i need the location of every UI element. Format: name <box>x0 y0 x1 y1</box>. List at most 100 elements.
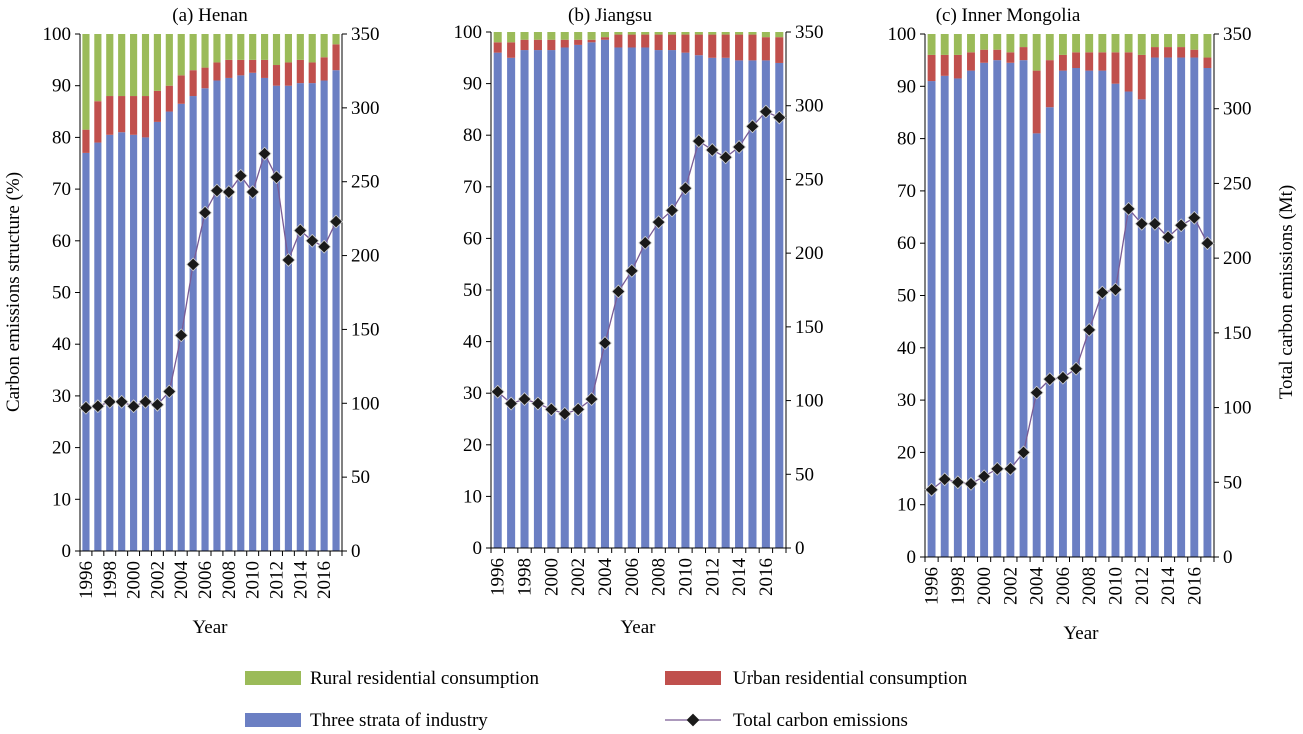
bar-jiangsu-industry-2000 <box>547 50 556 549</box>
panel-title-inner-mongolia: (c) Inner Mongolia <box>936 5 1081 26</box>
total-emissions-point-jiangsu-1999 <box>531 396 545 411</box>
bar-henan-rural-1999 <box>118 34 126 97</box>
x-tick-label-henan-2012: 2012 <box>267 561 288 599</box>
total-emissions-point-inner-mongolia-2013 <box>1147 216 1162 231</box>
y-tick-label-left-jiangsu-0: 0 <box>473 538 483 559</box>
bar-jiangsu-rural-2008 <box>654 32 663 35</box>
bar-inner-mongolia-urban-2005 <box>1045 60 1054 108</box>
total-emissions-line-jiangsu <box>497 110 780 415</box>
bar-henan-rural-2009 <box>237 34 245 60</box>
y-tick-label-left-inner-mongolia-40: 40 <box>897 338 916 359</box>
x-tick-label-henan-2010: 2010 <box>243 561 264 599</box>
bar-inner-mongolia-urban-2017 <box>1203 57 1212 68</box>
bar-henan-urban-2012 <box>272 65 281 86</box>
bar-inner-mongolia-urban-2010 <box>1111 52 1120 84</box>
total-emissions-point-inner-mongolia-2007 <box>1069 361 1083 376</box>
bar-jiangsu-urban-2012 <box>708 34 717 58</box>
x-tick-label-henan-2016: 2016 <box>314 561 335 599</box>
total-emissions-point-inner-mongolia-2009 <box>1095 285 1110 300</box>
bar-inner-mongolia-urban-2000 <box>980 49 989 63</box>
y-axis-label-right: Total carbon emissions (Mt) <box>1276 185 1297 400</box>
total-emissions-point-inner-mongolia-2000 <box>977 469 992 484</box>
y-tick-label-right-jiangsu-150: 150 <box>795 317 824 338</box>
total-emissions-point-inner-mongolia-2002 <box>1003 461 1018 476</box>
bar-jiangsu-rural-2016 <box>761 32 770 38</box>
bar-inner-mongolia-urban-1999 <box>967 52 975 71</box>
bar-jiangsu-urban-2007 <box>641 34 650 48</box>
bar-jiangsu-industry-2007 <box>641 47 650 548</box>
total-emissions-point-inner-mongolia-2008 <box>1082 322 1097 337</box>
bar-jiangsu-rural-2011 <box>694 32 703 35</box>
y-axis-label-left: Carbon emissions structure (%) <box>3 172 24 412</box>
y-tick-label-right-henan-350: 350 <box>351 24 380 45</box>
bar-inner-mongolia-urban-2016 <box>1190 49 1199 58</box>
bar-inner-mongolia-industry-2005 <box>1045 107 1054 557</box>
total-emissions-point-jiangsu-2010 <box>678 181 693 196</box>
total-emissions-point-henan-2005 <box>186 257 201 272</box>
y-tick-label-right-henan-250: 250 <box>351 172 380 193</box>
plot-area-jiangsu: 0 10 20 30 40 50 60 70 80 90 100 0 50 100 150 200 250 300… <box>454 22 824 596</box>
bar-jiangsu-rural-2017 <box>775 32 784 38</box>
bar-inner-mongolia-urban-2002 <box>1006 52 1015 63</box>
bar-henan-urban-1999 <box>118 96 126 133</box>
x-tick-label-inner-mongolia-2006: 2006 <box>1053 567 1074 605</box>
y-tick-label-right-jiangsu-100: 100 <box>795 391 824 412</box>
total-emissions-point-inner-mongolia-2010 <box>1108 282 1123 297</box>
legend-swatch-urban <box>665 671 721 685</box>
bar-henan-industry-2000 <box>130 134 138 551</box>
bar-jiangsu-industry-2016 <box>761 60 770 548</box>
legend-swatch-industry <box>245 713 301 727</box>
bar-inner-mongolia-urban-1998 <box>953 54 962 79</box>
bar-henan-rural-2014 <box>296 34 304 60</box>
total-emissions-point-inner-mongolia-1998 <box>950 475 965 490</box>
bar-jiangsu-rural-1996 <box>493 32 502 43</box>
y-tick-label-left-inner-mongolia-50: 50 <box>897 286 916 307</box>
bar-inner-mongolia-rural-2002 <box>1006 34 1015 53</box>
bar-inner-mongolia-rural-2004 <box>1032 34 1041 71</box>
bar-henan-industry-2004 <box>177 103 185 552</box>
bar-jiangsu-urban-1998 <box>520 39 529 51</box>
bar-jiangsu-industry-2008 <box>654 50 663 549</box>
total-emissions-point-inner-mongolia-1999 <box>964 476 978 491</box>
total-emissions-point-inner-mongolia-1996 <box>924 482 939 497</box>
chart-panel-henan: (a) Henan Carbon emissions structure (%)… <box>3 5 380 638</box>
legend-marker-total <box>686 713 700 727</box>
bar-henan-urban-2004 <box>177 75 185 104</box>
y-tick-label-left-inner-mongolia-70: 70 <box>897 181 916 202</box>
bar-inner-mongolia-industry-2008 <box>1085 70 1094 558</box>
bar-inner-mongolia-rural-2005 <box>1045 34 1054 61</box>
x-axis-label-henan: Year <box>192 617 228 638</box>
bar-inner-mongolia-industry-2001 <box>993 60 1002 558</box>
bar-jiangsu-rural-2006 <box>627 32 636 35</box>
bar-inner-mongolia-rural-2013 <box>1150 34 1159 48</box>
x-tick-label-inner-mongolia-2000: 2000 <box>974 567 995 605</box>
bar-henan-rural-1997 <box>94 34 102 102</box>
bar-jiangsu-rural-2003 <box>587 32 596 40</box>
bar-jiangsu-industry-1997 <box>507 57 516 549</box>
bar-jiangsu-industry-2009 <box>668 50 677 549</box>
total-emissions-point-henan-2007 <box>210 183 224 198</box>
x-tick-label-henan-2000: 2000 <box>124 561 145 599</box>
y-tick-label-right-inner-mongolia-50: 50 <box>1223 472 1242 493</box>
y-tick-label-left-jiangsu-10: 10 <box>463 486 482 507</box>
y-tick-label-left-inner-mongolia-60: 60 <box>897 233 916 254</box>
legend-swatch-rural <box>245 671 301 685</box>
total-emissions-point-inner-mongolia-2003 <box>1016 445 1031 460</box>
bar-jiangsu-urban-2011 <box>694 34 703 56</box>
total-emissions-point-henan-2009 <box>233 168 248 183</box>
total-emissions-point-jiangsu-2007 <box>638 235 653 250</box>
bar-henan-urban-1997 <box>94 101 102 143</box>
panel-title-henan: (a) Henan <box>172 5 248 26</box>
bar-inner-mongolia-industry-2012 <box>1137 99 1146 558</box>
total-emissions-point-henan-2017 <box>329 214 343 229</box>
legend-label-total: Total carbon emissions <box>733 710 908 731</box>
total-emissions-point-henan-1997 <box>90 399 105 414</box>
total-emissions-point-inner-mongolia-2004 <box>1029 385 1044 400</box>
bar-jiangsu-urban-2013 <box>721 34 730 58</box>
total-emissions-point-inner-mongolia-2011 <box>1121 201 1136 216</box>
y-tick-label-right-jiangsu-300: 300 <box>795 96 824 117</box>
bar-inner-mongolia-rural-1999 <box>967 34 975 53</box>
total-emissions-line-henan <box>85 151 337 409</box>
bar-inner-mongolia-industry-2010 <box>1111 83 1120 557</box>
total-emissions-point-jiangsu-2017 <box>772 110 787 125</box>
